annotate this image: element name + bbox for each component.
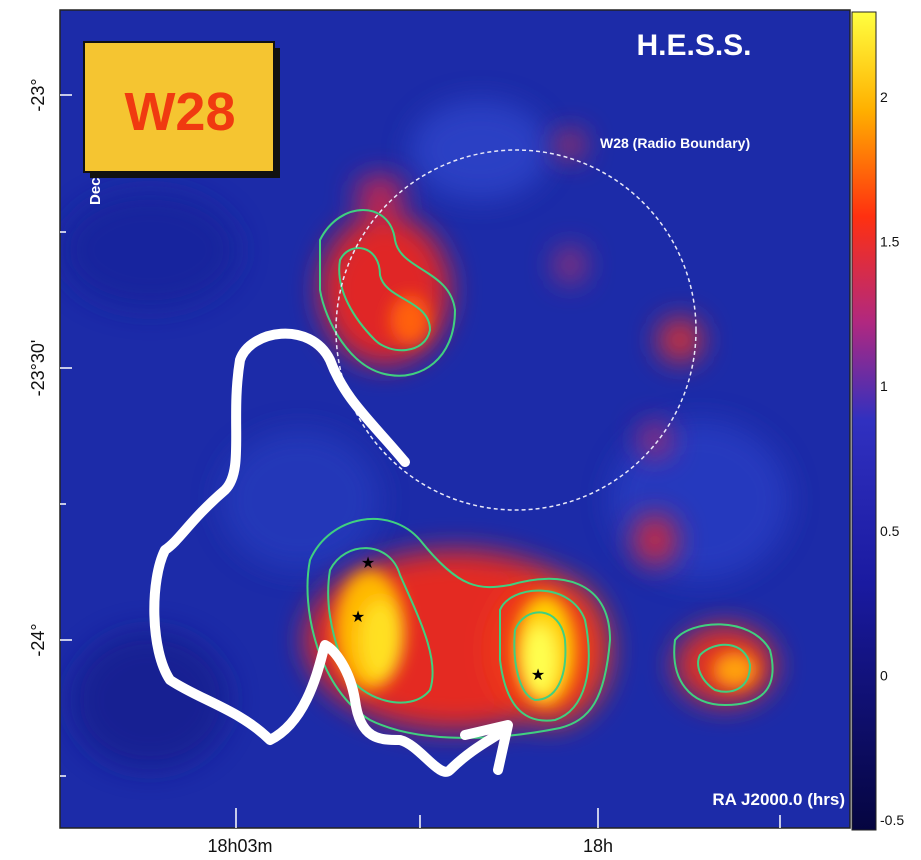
y-tick-label: -23°30' xyxy=(28,340,48,397)
colorbar-tick-label: 2 xyxy=(880,89,888,105)
svg-text:★: ★ xyxy=(531,667,545,684)
colorbar-ticks: 2 1.5 1 0.5 0 -0.5 xyxy=(880,89,904,828)
y-tick-label: -23° xyxy=(28,78,48,111)
x-ticks: 18h03m 18h xyxy=(207,836,613,856)
sky-map-figure: ★ ★ ★ H.E.S.S. W28 (Radio Boundary) RA J… xyxy=(0,0,921,860)
svg-text:★: ★ xyxy=(351,609,365,626)
colorbar-tick-label: 0 xyxy=(880,667,888,683)
colorbar xyxy=(852,12,876,830)
x-tick-label: 18h xyxy=(583,836,613,856)
colorbar-tick-label: 0.5 xyxy=(880,523,900,539)
colorbar-tick-label: -0.5 xyxy=(880,812,904,828)
y-tick-label: -24° xyxy=(28,623,48,656)
x-tick-label: 18h03m xyxy=(207,836,272,856)
instrument-title: H.E.S.S. xyxy=(636,29,751,62)
svg-text:★: ★ xyxy=(361,555,375,572)
badge-text: W28 xyxy=(124,82,235,142)
colorbar-tick-label: 1 xyxy=(880,378,888,394)
x-axis-label: RA J2000.0 (hrs) xyxy=(712,790,845,809)
colorbar-tick-label: 1.5 xyxy=(880,234,900,250)
y-ticks: -23° -23°30' -24° xyxy=(28,78,48,656)
boundary-label: W28 (Radio Boundary) xyxy=(600,135,750,151)
